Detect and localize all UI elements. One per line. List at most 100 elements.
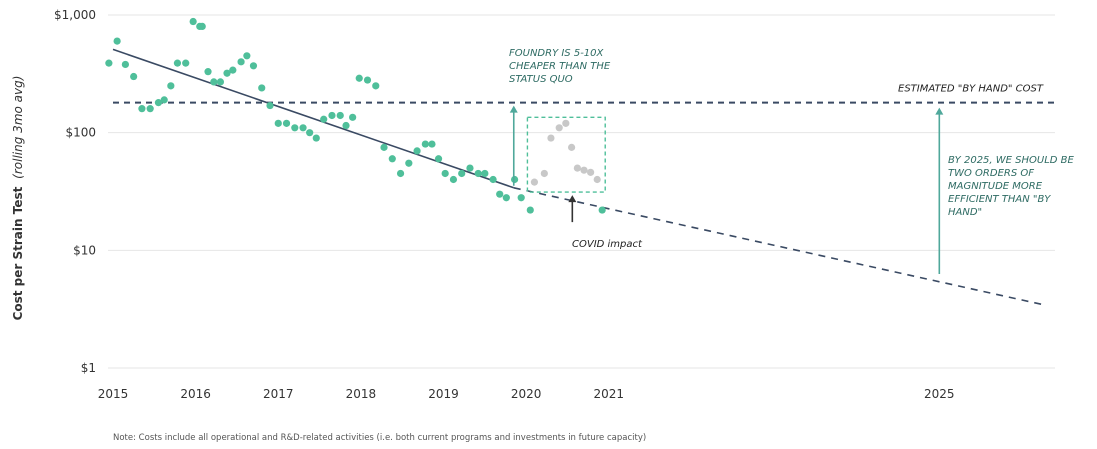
covid-point [587, 168, 595, 176]
data-point [466, 164, 474, 172]
data-point [458, 169, 466, 178]
data-point [320, 115, 328, 123]
data-point [510, 175, 519, 184]
foundry-arrow-head [509, 105, 518, 113]
x-tick-label: 2025 [924, 387, 955, 401]
annotation-target-line: EFFICIENT THAN "BY [948, 194, 1051, 205]
annotation-target-line: MAGNITUDE MORE [948, 181, 1043, 192]
target-arrow-head [935, 107, 944, 115]
data-point [237, 58, 245, 66]
y-axis-label-main: Cost per Strain Test [11, 186, 25, 320]
data-point [598, 206, 606, 214]
covid-point [540, 169, 548, 178]
data-point [204, 68, 212, 76]
x-tick-label: 2021 [594, 387, 625, 401]
grid [108, 14, 1055, 369]
trend-lines [112, 48, 1047, 307]
data-point [173, 59, 182, 67]
covid-point [573, 164, 581, 172]
annotations: FOUNDRY IS 5-10X CHEAPER THAN THE STATUS Q… [509, 48, 1075, 250]
data-point [299, 124, 307, 132]
data-point [167, 82, 175, 90]
x-tick-label: 2020 [511, 387, 542, 401]
covid-point [580, 166, 588, 174]
data-point [160, 96, 168, 104]
x-tick-label: 2015 [98, 387, 129, 401]
data-point [502, 194, 510, 202]
data-points [105, 17, 606, 214]
x-axis-ticks: 2015 2016 2017 2018 2019 2020 2021 2025 [98, 387, 955, 401]
covid-point [547, 134, 555, 142]
annotation-foundry-line: FOUNDRY IS 5-10X [509, 48, 605, 59]
annotation-target-line: HAND" [948, 207, 982, 218]
covid-box-rect [526, 116, 606, 193]
data-point [146, 105, 154, 113]
data-point [421, 140, 429, 148]
covid-point [568, 143, 576, 151]
data-point [312, 134, 320, 142]
data-point [210, 78, 218, 86]
data-point [121, 60, 129, 69]
data-point [434, 155, 443, 163]
y-axis-label: Cost per Strain Test (rolling 3mo avg) [11, 76, 25, 321]
data-point [363, 76, 372, 84]
data-point [130, 72, 138, 81]
y-axis-label-sub: (rolling 3mo avg) [11, 76, 25, 179]
data-point [154, 99, 163, 107]
x-tick-label: 2019 [428, 387, 459, 401]
reference-line: ESTIMATED "BY HAND" COST [113, 84, 1055, 104]
y-tick-label: $100 [65, 126, 96, 140]
data-point [138, 105, 146, 113]
data-point [342, 121, 350, 130]
footnote: Note: Costs include all operational and … [113, 433, 646, 443]
data-point [526, 206, 534, 214]
x-tick-label: 2016 [180, 387, 211, 401]
covid-point [530, 178, 539, 186]
annotation-arrows [509, 105, 944, 274]
data-point [249, 62, 258, 70]
data-point [428, 140, 436, 148]
covid-point [562, 119, 570, 127]
data-point [243, 52, 251, 60]
annotation-foundry-line: STATUS QUO [509, 74, 573, 85]
data-point [258, 84, 266, 92]
data-point [372, 82, 380, 90]
data-point [198, 22, 206, 31]
annotation-covid-line: COVID impact [572, 239, 643, 250]
data-point [474, 169, 482, 178]
data-point [349, 113, 357, 121]
data-point [105, 59, 113, 67]
covid-point [593, 175, 601, 184]
data-point [396, 169, 405, 178]
covid-box [526, 116, 606, 193]
annotation-target-line: TWO ORDERS OF [948, 168, 1034, 179]
y-tick-label: $1 [81, 361, 96, 375]
data-point [182, 59, 190, 67]
y-tick-label: $10 [73, 243, 96, 257]
data-point [229, 66, 237, 74]
data-point [328, 111, 336, 120]
data-point [306, 129, 314, 137]
x-tick-label: 2017 [263, 387, 294, 401]
covid-arrow-head [568, 195, 577, 203]
y-tick-label: $1,000 [54, 8, 96, 22]
data-point [388, 155, 396, 163]
data-point [405, 159, 413, 167]
data-point [489, 175, 497, 184]
data-point [517, 194, 525, 202]
annotation-foundry-line: CHEAPER THAN THE [509, 61, 611, 72]
trend-fit-line [112, 48, 515, 189]
data-point [216, 78, 225, 86]
data-point [449, 175, 458, 184]
data-point [282, 119, 291, 127]
annotation-target-line: BY 2025, WE SHOULD BE [948, 155, 1075, 166]
data-point [496, 190, 504, 198]
data-point [336, 111, 344, 120]
y-axis-ticks: $1 $10 $100 $1,000 [54, 8, 96, 375]
data-point [266, 101, 274, 110]
data-point [291, 124, 299, 132]
x-tick-label: 2018 [346, 387, 377, 401]
data-point [189, 17, 197, 26]
data-point [380, 143, 388, 151]
